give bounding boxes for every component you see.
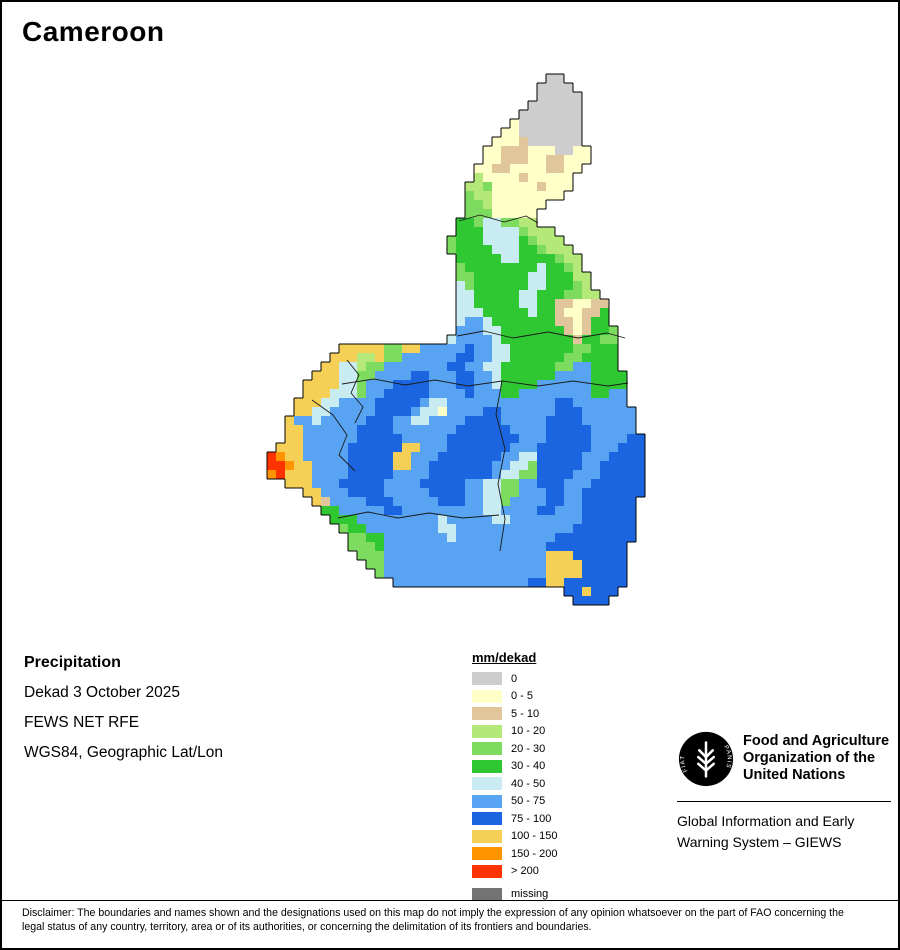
- legend-label: 0 - 5: [511, 690, 534, 702]
- info-source: FEWS NET RFE: [24, 714, 140, 731]
- giews-name: Global Information and Early Warning Sys…: [677, 811, 891, 853]
- footer-divider: [2, 900, 898, 901]
- legend-swatch: [472, 829, 502, 843]
- legend-item: 50 - 75: [472, 794, 557, 808]
- info-heading: Precipitation: [24, 654, 121, 671]
- disclaimer-text: Disclaimer: The boundaries and names sho…: [22, 907, 844, 933]
- legend-items: 0 0 - 5 5 - 10 10 - 20 20 - 30 30 - 40 40 - 50…: [472, 672, 557, 901]
- legend-label: 0: [511, 672, 518, 685]
- legend-label: 5 - 10: [511, 707, 540, 720]
- raster-cells: [267, 74, 645, 605]
- svg-text:PANIS: PANIS: [722, 744, 732, 769]
- legend-item: > 200: [472, 864, 557, 878]
- fao-org-line-3: United Nations: [743, 767, 846, 783]
- legend-item: missing: [472, 887, 557, 901]
- admin-boundaries: [311, 214, 629, 552]
- giews-line-2: Warning System – GIEWS: [677, 834, 842, 850]
- legend-swatch: [472, 777, 502, 790]
- fao-motto-right: PANIS: [722, 744, 731, 769]
- legend-swatch: [472, 887, 502, 901]
- country-outline: [266, 73, 646, 606]
- giews-line-1: Global Information and Early: [677, 813, 855, 829]
- legend-item: 0: [472, 672, 557, 685]
- fao-header: FIAT PANIS Food and Agriculture Organiza…: [677, 730, 891, 788]
- fao-divider: [677, 801, 891, 802]
- fao-org-line-1: Food and Agriculture: [743, 733, 890, 749]
- legend-swatch: [472, 759, 502, 773]
- legend-label: > 200: [511, 865, 539, 877]
- fao-org-line-2: Organization of the: [743, 750, 876, 766]
- legend-swatch: [472, 812, 502, 825]
- legend-label: 50 - 75: [511, 795, 546, 807]
- legend-item: 75 - 100: [472, 812, 557, 825]
- legend-swatch: [472, 707, 502, 720]
- fao-org-name: Food and Agriculture Organization of the…: [743, 730, 889, 784]
- info-block: Precipitation Dekad 3 October 2025 FEWS …: [24, 652, 223, 772]
- legend-item: 30 - 40: [472, 759, 557, 773]
- legend-label: 100 - 150: [511, 830, 558, 842]
- fao-logo: FIAT PANIS: [678, 731, 734, 787]
- legend-item: 10 - 20: [472, 724, 557, 738]
- legend-swatch: [472, 689, 502, 703]
- info-projection: WGS84, Geographic Lat/Lon: [24, 744, 224, 761]
- info-dekad: Dekad 3 October 2025: [24, 684, 180, 701]
- legend-swatch: [472, 864, 502, 878]
- page-title: Cameroon: [22, 16, 165, 47]
- fao-motto-left: FIAT: [680, 755, 688, 773]
- legend-item: 100 - 150: [472, 829, 558, 843]
- legend-item: 40 - 50: [472, 777, 557, 790]
- legend-label: 10 - 20: [511, 725, 546, 737]
- legend-label: 75 - 100: [511, 812, 552, 825]
- legend-item: 0 - 5: [472, 689, 557, 703]
- legend: mm/dekad 0 0 - 5 5 - 10 10 - 20 20 - 30 30 - …: [472, 650, 557, 905]
- legend-swatch: [472, 724, 502, 738]
- legend-title: mm/dekad: [472, 650, 537, 665]
- svg-text:FIAT: FIAT: [680, 755, 689, 773]
- legend-swatch: [472, 847, 502, 860]
- legend-item: 20 - 30: [472, 742, 557, 755]
- legend-label: 150 - 200: [511, 847, 558, 860]
- legend-swatch: [472, 794, 502, 808]
- legend-item: 5 - 10: [472, 707, 557, 720]
- legend-label: 30 - 40: [511, 760, 546, 772]
- legend-item: 150 - 200: [472, 847, 557, 860]
- legend-label: 40 - 50: [511, 777, 546, 790]
- fao-block: FIAT PANIS Food and Agriculture Organiza…: [677, 730, 891, 853]
- wheat-icon: [697, 741, 715, 778]
- legend-swatch: [472, 672, 502, 685]
- legend-swatch: [472, 742, 502, 755]
- legend-label: missing: [511, 888, 549, 900]
- legend-label: 20 - 30: [511, 742, 546, 755]
